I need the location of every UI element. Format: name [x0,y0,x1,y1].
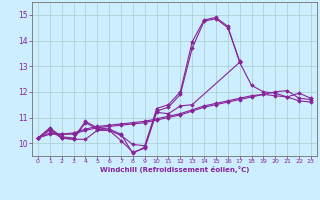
X-axis label: Windchill (Refroidissement éolien,°C): Windchill (Refroidissement éolien,°C) [100,166,249,173]
